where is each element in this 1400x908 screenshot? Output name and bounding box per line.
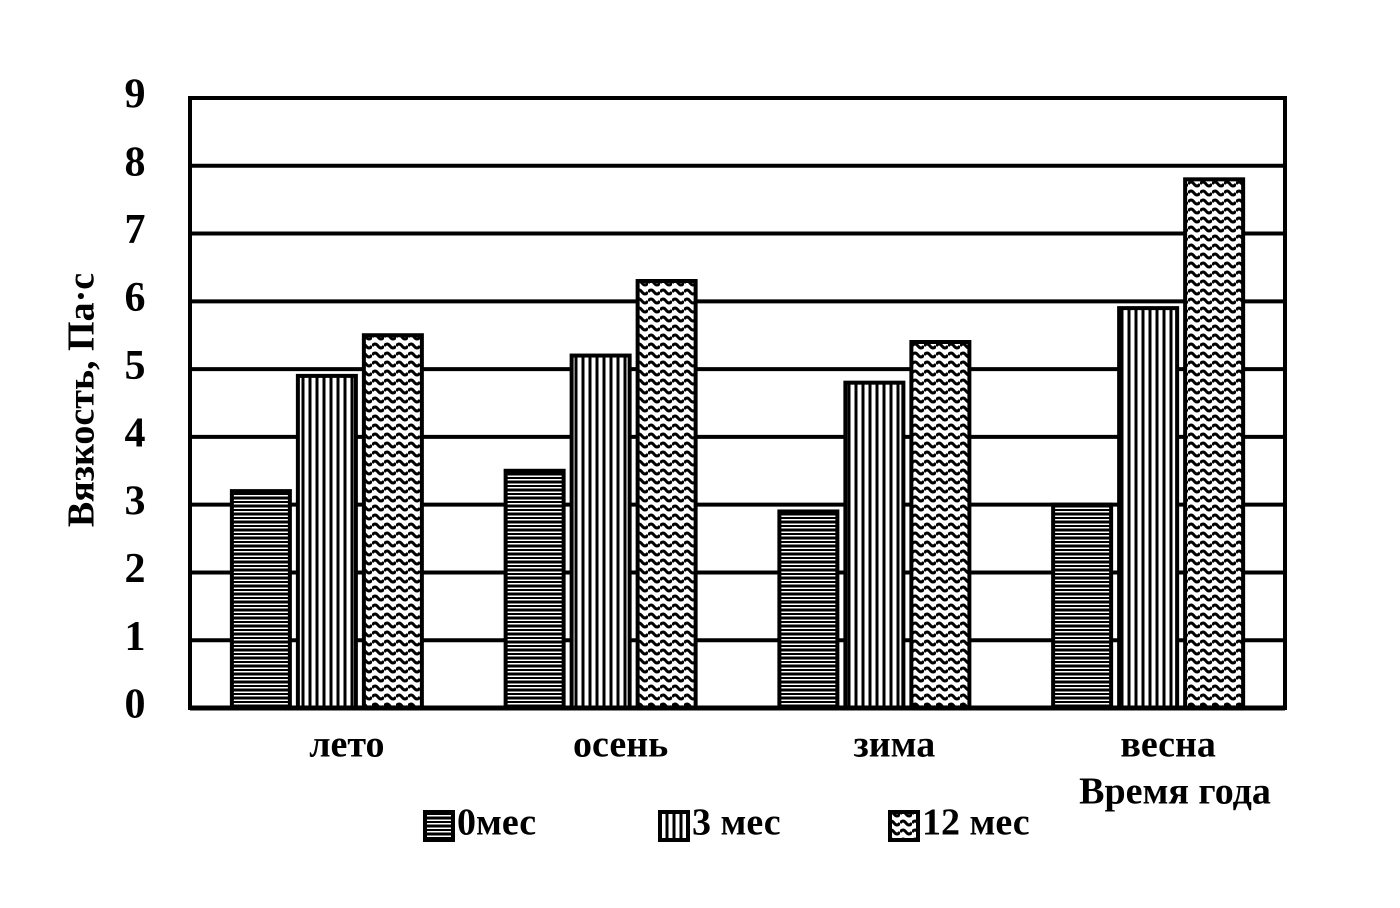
x-tick-label: осень <box>573 724 668 766</box>
bar <box>777 509 840 711</box>
bar <box>295 373 358 710</box>
legend-label: 3 мес <box>692 802 781 844</box>
y-tick-label: 9 <box>125 72 146 118</box>
x-axis-title: Время года <box>1079 771 1271 813</box>
x-tick-label: зима <box>853 724 935 766</box>
x-tick-label: весна <box>1120 724 1216 766</box>
bar <box>361 333 424 710</box>
bar <box>229 489 292 710</box>
bar <box>503 468 566 710</box>
legend-swatch <box>423 810 455 842</box>
legend-label: 0мес <box>457 802 536 844</box>
y-axis-title: Вязкость, Па·с <box>61 273 103 527</box>
x-tick-label: лето <box>309 724 384 766</box>
bar <box>569 353 632 710</box>
bar <box>1183 177 1246 711</box>
y-tick-label: 6 <box>125 275 146 321</box>
y-tick-label: 7 <box>125 207 146 253</box>
y-tick-label: 5 <box>125 343 146 389</box>
y-tick-label: 4 <box>125 411 146 457</box>
y-tick-label: 3 <box>125 478 146 524</box>
bar <box>843 380 906 710</box>
y-tick-label: 1 <box>125 614 146 660</box>
bar <box>909 340 972 710</box>
y-tick-label: 8 <box>125 139 146 185</box>
legend-label: 12 мес <box>922 802 1030 844</box>
y-tick-label: 2 <box>125 546 146 592</box>
y-tick-label: 0 <box>125 682 146 728</box>
bar <box>1051 502 1114 710</box>
bar <box>635 279 698 710</box>
legend-swatch <box>888 810 920 842</box>
bar <box>1117 306 1180 710</box>
legend-swatch <box>658 810 690 842</box>
